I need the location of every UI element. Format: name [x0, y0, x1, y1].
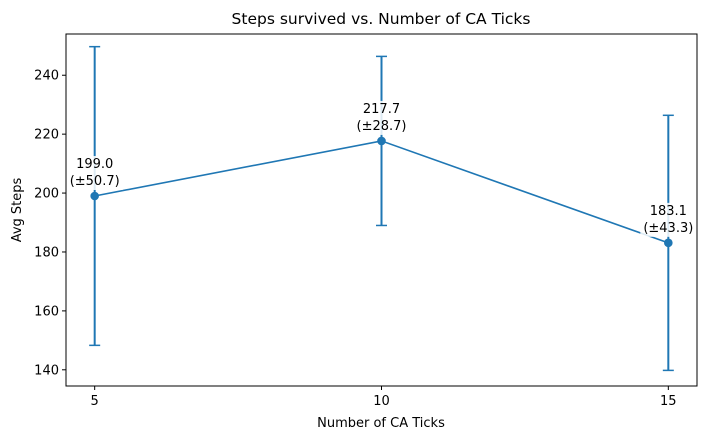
data-label-error: (±50.7): [70, 174, 120, 189]
y-tick-label: 220: [34, 128, 59, 143]
data-label-error: (±28.7): [357, 119, 407, 134]
data-label-value: 217.7: [363, 102, 400, 117]
y-tick-label: 240: [34, 69, 59, 84]
data-label-value: 199.0: [76, 157, 113, 172]
series-line-group: [90, 136, 673, 248]
x-tick-label: 5: [91, 394, 99, 409]
data-point: [90, 191, 99, 201]
x-axis: 5 10 15: [91, 386, 677, 409]
y-tick-label: 200: [34, 187, 59, 202]
data-label-background: [640, 202, 697, 237]
x-axis-label: Number of CA Ticks: [317, 416, 445, 431]
x-tick-label: 15: [660, 394, 677, 409]
y-axis-label: Avg Steps: [10, 177, 25, 242]
data-labels: 199.0 (±50.7) 217.7 (±28.7) 183.1 (±43.3): [66, 100, 697, 237]
y-tick-label: 140: [34, 363, 59, 378]
x-tick-label: 10: [373, 394, 390, 409]
y-tick-label: 160: [34, 304, 59, 319]
data-label-background: [353, 100, 410, 135]
y-tick-label: 180: [34, 245, 59, 260]
data-point: [664, 238, 673, 248]
data-label-value: 183.1: [650, 204, 687, 219]
data-label-background: [66, 156, 123, 191]
error-bars: [89, 45, 674, 372]
chart-title: Steps survived vs. Number of CA Ticks: [232, 10, 531, 28]
y-axis: 140 160 180 200 220 240: [34, 69, 66, 378]
data-point: [377, 136, 386, 146]
data-label-error: (±43.3): [643, 221, 693, 236]
